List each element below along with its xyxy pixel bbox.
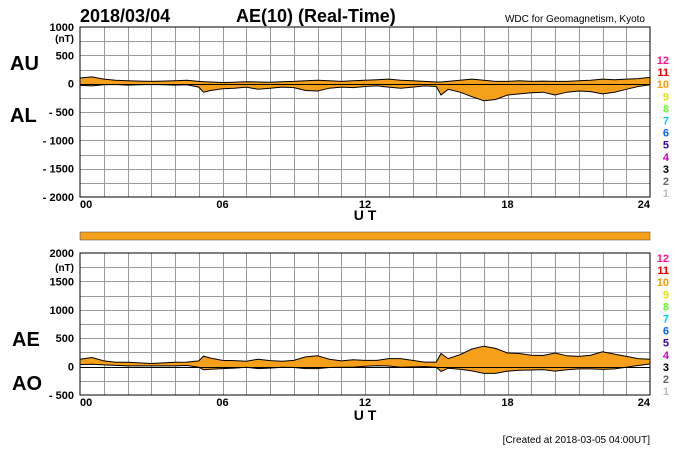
x-tick-label: 00: [80, 397, 92, 409]
station-scale-label: 12: [657, 55, 669, 67]
station-scale-label: 6: [663, 326, 669, 338]
y-tick-label: - 2000: [43, 192, 74, 204]
x-tick-label: 12: [359, 199, 371, 211]
y-tick-label: 2000: [50, 248, 74, 260]
panel-2-frame: [79, 252, 651, 396]
station-scale-label: 7: [663, 116, 669, 128]
station-scale-label: 3: [663, 164, 669, 176]
panel-2-grid: [80, 253, 650, 395]
x-tick-label: 18: [501, 397, 513, 409]
series-label-al: AL: [10, 105, 37, 127]
panel-1-y-ticks: 1000 500 0 - 500 - 1000 - 1500 - 2000: [43, 22, 74, 204]
created-timestamp: [Created at 2018-03-05 04:00UT]: [503, 435, 651, 446]
station-scale-label: 4: [663, 350, 670, 362]
panel-2-x-label: U T: [354, 407, 377, 423]
y-tick-label: - 1500: [43, 164, 74, 176]
station-scale-label: 4: [663, 152, 670, 164]
station-scale-label: 7: [663, 314, 669, 326]
series-line-ae: [79, 345, 651, 365]
y-tick-label: 500: [56, 333, 74, 345]
chart-date: 2018/03/04: [80, 6, 170, 26]
y-tick-label: 0: [68, 79, 74, 91]
x-tick-label: 24: [638, 199, 651, 211]
panel-1-frame: [79, 26, 651, 198]
y-tick-label: 1000: [50, 305, 74, 317]
panel-1-x-ticks: 00 06 12 18 24: [80, 199, 651, 211]
panel-2-x-ticks: 00 06 12 18 24: [80, 397, 651, 409]
station-scale-label: 9: [663, 91, 669, 103]
x-tick-label: 06: [216, 199, 228, 211]
station-scale-label: 10: [657, 79, 669, 91]
x-tick-label: 00: [80, 199, 92, 211]
station-scale-label: 1: [663, 386, 669, 398]
chart-title: AE(10) (Real-Time): [236, 6, 396, 26]
station-scale-label: 10: [657, 277, 669, 289]
station-scale-label: 5: [663, 338, 669, 350]
panel-2-y-ticks: 2000 1500 1000 500 0 - 500: [49, 248, 74, 402]
station-scale-label: 8: [663, 103, 669, 115]
station-scale-label: 11: [657, 67, 669, 79]
station-scale-label: 2: [663, 176, 669, 188]
series-line-ao: [79, 363, 651, 374]
panel-1-area: [79, 76, 651, 102]
y-tick-label: - 500: [49, 390, 74, 402]
data-source: WDC for Geomagnetism, Kyoto: [505, 14, 645, 25]
panel-1-grid: [80, 27, 650, 197]
y-tick-label: 500: [56, 50, 74, 62]
x-tick-label: 24: [638, 397, 651, 409]
station-scale-label: 9: [663, 289, 669, 301]
series-label-ao: AO: [12, 373, 42, 395]
panel-1-x-label: U T: [354, 207, 377, 223]
station-scale-label: 6: [663, 128, 669, 140]
series-label-au: AU: [10, 53, 39, 75]
station-scale-label: 11: [657, 265, 669, 277]
station-scale-label: 12: [657, 253, 669, 265]
x-tick-label: 06: [216, 397, 228, 409]
panel-1-unit: (nT): [55, 34, 74, 45]
y-tick-label: - 500: [49, 107, 74, 119]
station-scale-label: 1: [663, 188, 669, 200]
y-tick-label: 1000: [50, 22, 74, 34]
station-count-bar: [79, 231, 651, 241]
x-tick-label: 12: [359, 397, 371, 409]
series-label-ae: AE: [12, 329, 40, 351]
station-scale-label: 2: [663, 374, 669, 386]
station-scale-label: 8: [663, 301, 669, 313]
y-tick-label: - 1000: [43, 135, 74, 147]
y-tick-label: 1500: [50, 276, 74, 288]
station-scale-label: 5: [663, 140, 669, 152]
y-tick-label: 0: [68, 362, 74, 374]
x-tick-label: 18: [501, 199, 513, 211]
panel-2-unit: (nT): [55, 263, 74, 274]
series-line-au: [79, 76, 651, 84]
station-scale-label: 3: [663, 362, 669, 374]
panel-2-area: [79, 345, 651, 374]
